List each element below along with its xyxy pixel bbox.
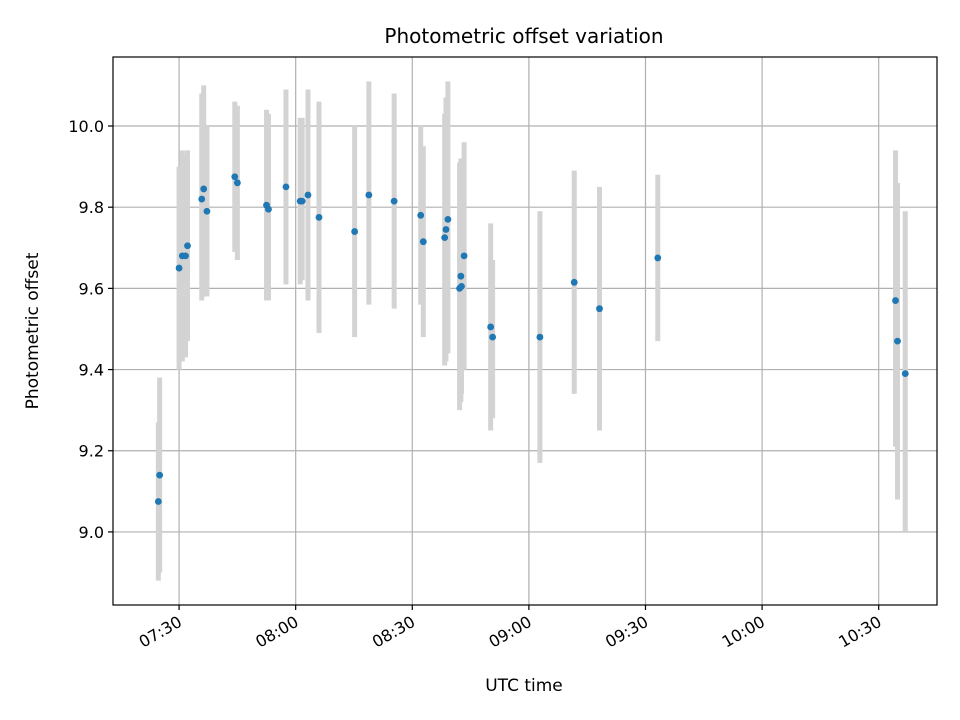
y-axis-ticks: 9.0 9.2 9.4 9.6 9.8 10.0 xyxy=(68,117,113,542)
data-point xyxy=(184,242,191,250)
data-point xyxy=(282,183,290,191)
data-point xyxy=(442,226,450,233)
data-point xyxy=(182,252,189,260)
data-point xyxy=(487,323,495,331)
data-point xyxy=(231,173,239,181)
data-point xyxy=(154,498,162,505)
data-point xyxy=(156,471,164,479)
y-tick-label: 9.4 xyxy=(79,361,104,380)
data-point xyxy=(457,272,465,280)
data-point xyxy=(203,207,211,215)
data-point xyxy=(894,337,901,345)
data-point xyxy=(351,228,359,235)
data-point xyxy=(596,305,603,313)
data-point xyxy=(200,185,208,193)
y-tick-label: 9.6 xyxy=(79,279,104,298)
data-point xyxy=(460,252,468,260)
data-point xyxy=(233,179,241,187)
grid-lines xyxy=(113,57,937,605)
data-point xyxy=(892,297,899,304)
data-point xyxy=(365,191,373,199)
data-point xyxy=(441,234,449,242)
data-point xyxy=(901,370,909,378)
data-point xyxy=(458,282,465,290)
data-point xyxy=(265,205,272,213)
data-point xyxy=(489,333,497,341)
data-point xyxy=(417,211,425,219)
y-tick-label: 9.8 xyxy=(79,198,104,217)
data-point xyxy=(419,238,427,246)
data-points xyxy=(154,173,909,505)
y-axis-label: Photometric offset xyxy=(23,252,43,409)
data-point xyxy=(570,278,578,286)
data-point xyxy=(654,254,662,262)
y-tick-label: 9.0 xyxy=(79,523,104,542)
plot-frame xyxy=(112,56,938,606)
y-tick-label: 9.2 xyxy=(79,442,104,461)
x-axis-label: UTC time xyxy=(485,676,563,696)
chart-title: Photometric offset variation xyxy=(384,24,663,48)
data-point xyxy=(304,191,312,199)
data-point xyxy=(444,215,452,223)
data-point xyxy=(315,213,323,221)
data-point xyxy=(390,197,398,205)
y-tick-label: 10.0 xyxy=(68,117,104,136)
data-point xyxy=(298,197,306,205)
data-point xyxy=(175,264,183,272)
data-point xyxy=(536,333,544,341)
data-point xyxy=(198,195,206,203)
